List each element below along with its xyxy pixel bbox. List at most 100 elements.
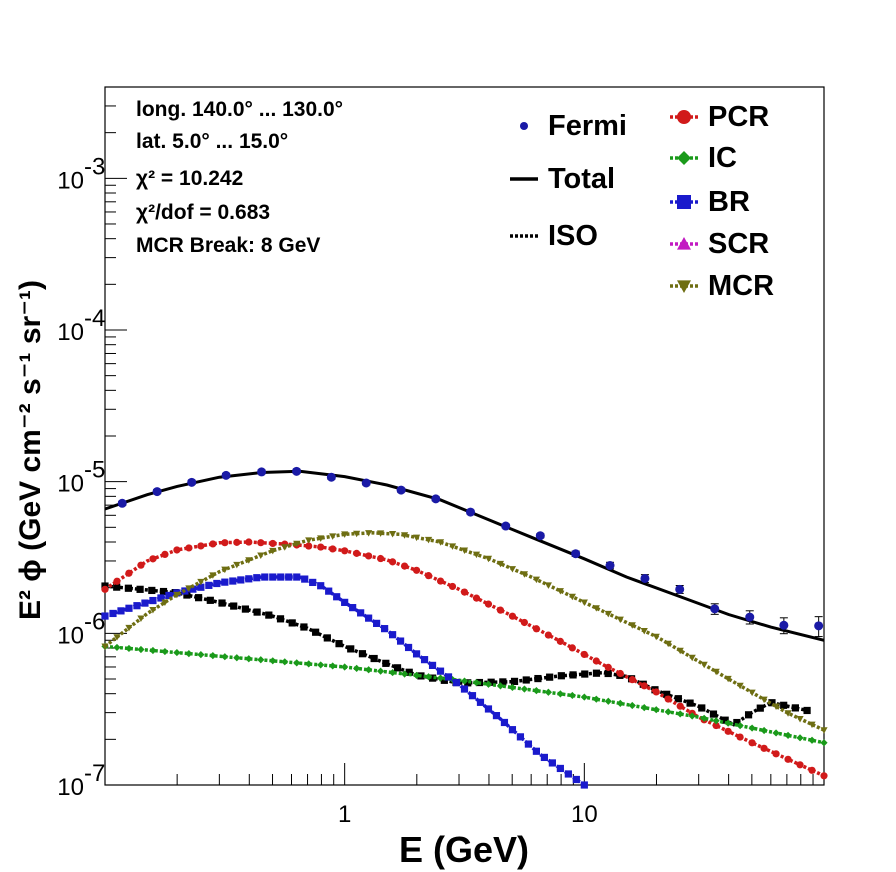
series-marker-pcr (676, 702, 684, 710)
series-marker-mcr (736, 682, 744, 690)
series-layer (101, 469, 828, 789)
y-tick-label: 10 (57, 167, 84, 194)
legend-label: MCR (708, 270, 774, 302)
series-marker-br (341, 598, 349, 606)
series-marker-br (452, 679, 461, 687)
series-marker-pcr (257, 539, 265, 547)
series-marker-pcr (448, 582, 457, 591)
series-marker-pcr (389, 558, 397, 566)
fermi-point (745, 612, 755, 622)
series-marker-ic (700, 714, 708, 722)
legend-entry-total: Total (510, 163, 615, 195)
series-marker-iso (300, 623, 308, 631)
legend-label: PCR (708, 101, 769, 133)
series-marker-br (564, 770, 572, 778)
series-marker-mcr (568, 593, 576, 601)
fermi-point (640, 573, 650, 583)
series-marker-br (269, 573, 277, 581)
series-marker-iso (148, 586, 156, 595)
series-marker-br (492, 712, 501, 720)
series-marker-br (420, 656, 429, 664)
series-marker-ic (436, 674, 445, 682)
series-marker-br (396, 637, 405, 645)
series-marker-mcr (808, 721, 816, 729)
series-marker-br (373, 619, 381, 627)
series-marker-iso (604, 669, 612, 678)
legend-label: IC (708, 142, 737, 174)
series-marker-pcr (820, 772, 828, 780)
legend-label: Fermi (548, 110, 627, 142)
series-marker-br (189, 585, 197, 593)
y-tick-label: 10 (57, 319, 84, 346)
series-marker-br (508, 726, 517, 734)
series-marker-ic (412, 671, 421, 679)
series-marker-br (197, 583, 205, 591)
series-marker-iso (780, 701, 788, 709)
series-marker-mcr (532, 576, 540, 584)
legend-swatch-marker (677, 280, 691, 293)
series-marker-br (285, 573, 293, 581)
y-tick-exponent: -3 (84, 153, 105, 180)
series-marker-iso (803, 706, 811, 715)
series-marker-iso (791, 704, 799, 712)
series-marker-mcr (460, 547, 469, 555)
legend-swatch (520, 122, 528, 130)
x-axis-label: E (GeV) (399, 829, 529, 870)
series-marker-iso (195, 594, 203, 602)
series-marker-pcr (305, 542, 313, 550)
series-marker-iso (487, 678, 495, 686)
series-marker-iso (698, 704, 706, 712)
series-marker-pcr (377, 554, 385, 563)
series-marker-pcr (604, 663, 612, 671)
series-marker-pcr (149, 555, 157, 563)
series-marker-pcr (245, 538, 253, 546)
series-marker-pcr (125, 569, 133, 577)
series-marker-pcr (736, 733, 744, 741)
series-marker-iso (253, 608, 261, 616)
series-marker-iso (674, 695, 682, 703)
series-marker-iso (733, 718, 741, 727)
series-marker-ic (209, 652, 217, 660)
series-marker-br (149, 596, 157, 605)
series-marker-ic (365, 666, 373, 674)
series-marker-br (389, 631, 397, 639)
series-marker-ic (341, 663, 349, 671)
series-marker-iso (744, 711, 753, 719)
fermi-point (535, 531, 545, 541)
series-marker-ic (532, 687, 540, 695)
series-marker-ic (424, 673, 433, 681)
series-marker-ic (688, 712, 696, 720)
fermi-point (605, 561, 615, 571)
fermi-point (221, 470, 231, 480)
series-marker-ic (472, 679, 481, 687)
series-marker-mcr (436, 539, 445, 546)
series-marker-ic (137, 645, 145, 654)
series-marker-br (349, 604, 357, 612)
legend: Fermi Total ISO PCR IC BR SCR MCR (510, 101, 774, 302)
series-marker-ic (221, 653, 229, 661)
series-marker-br (293, 573, 301, 581)
series-marker-ic (197, 651, 205, 659)
fermi-point (675, 584, 685, 594)
series-marker-iso (405, 668, 413, 676)
series-marker-br (540, 753, 548, 762)
series-marker-ic (712, 717, 720, 725)
series-line-mcr (103, 531, 825, 732)
series-marker-iso (241, 605, 250, 613)
series-marker-ic (460, 677, 469, 685)
series-marker-br (141, 599, 149, 607)
series-marker-br (301, 575, 309, 583)
series-marker-br (532, 747, 540, 755)
series-marker-iso (382, 659, 390, 667)
series-marker-br (476, 698, 485, 706)
series-marker-mcr (113, 634, 121, 641)
series-line-ic (104, 644, 825, 745)
series-marker-pcr (532, 625, 541, 633)
series-marker-ic (377, 667, 385, 675)
legend-swatch-marker (677, 237, 691, 250)
fermi-point (431, 494, 441, 504)
x-tick-label: 10 (571, 801, 598, 828)
series-mcr (101, 530, 828, 734)
series-marker-mcr (796, 715, 804, 723)
